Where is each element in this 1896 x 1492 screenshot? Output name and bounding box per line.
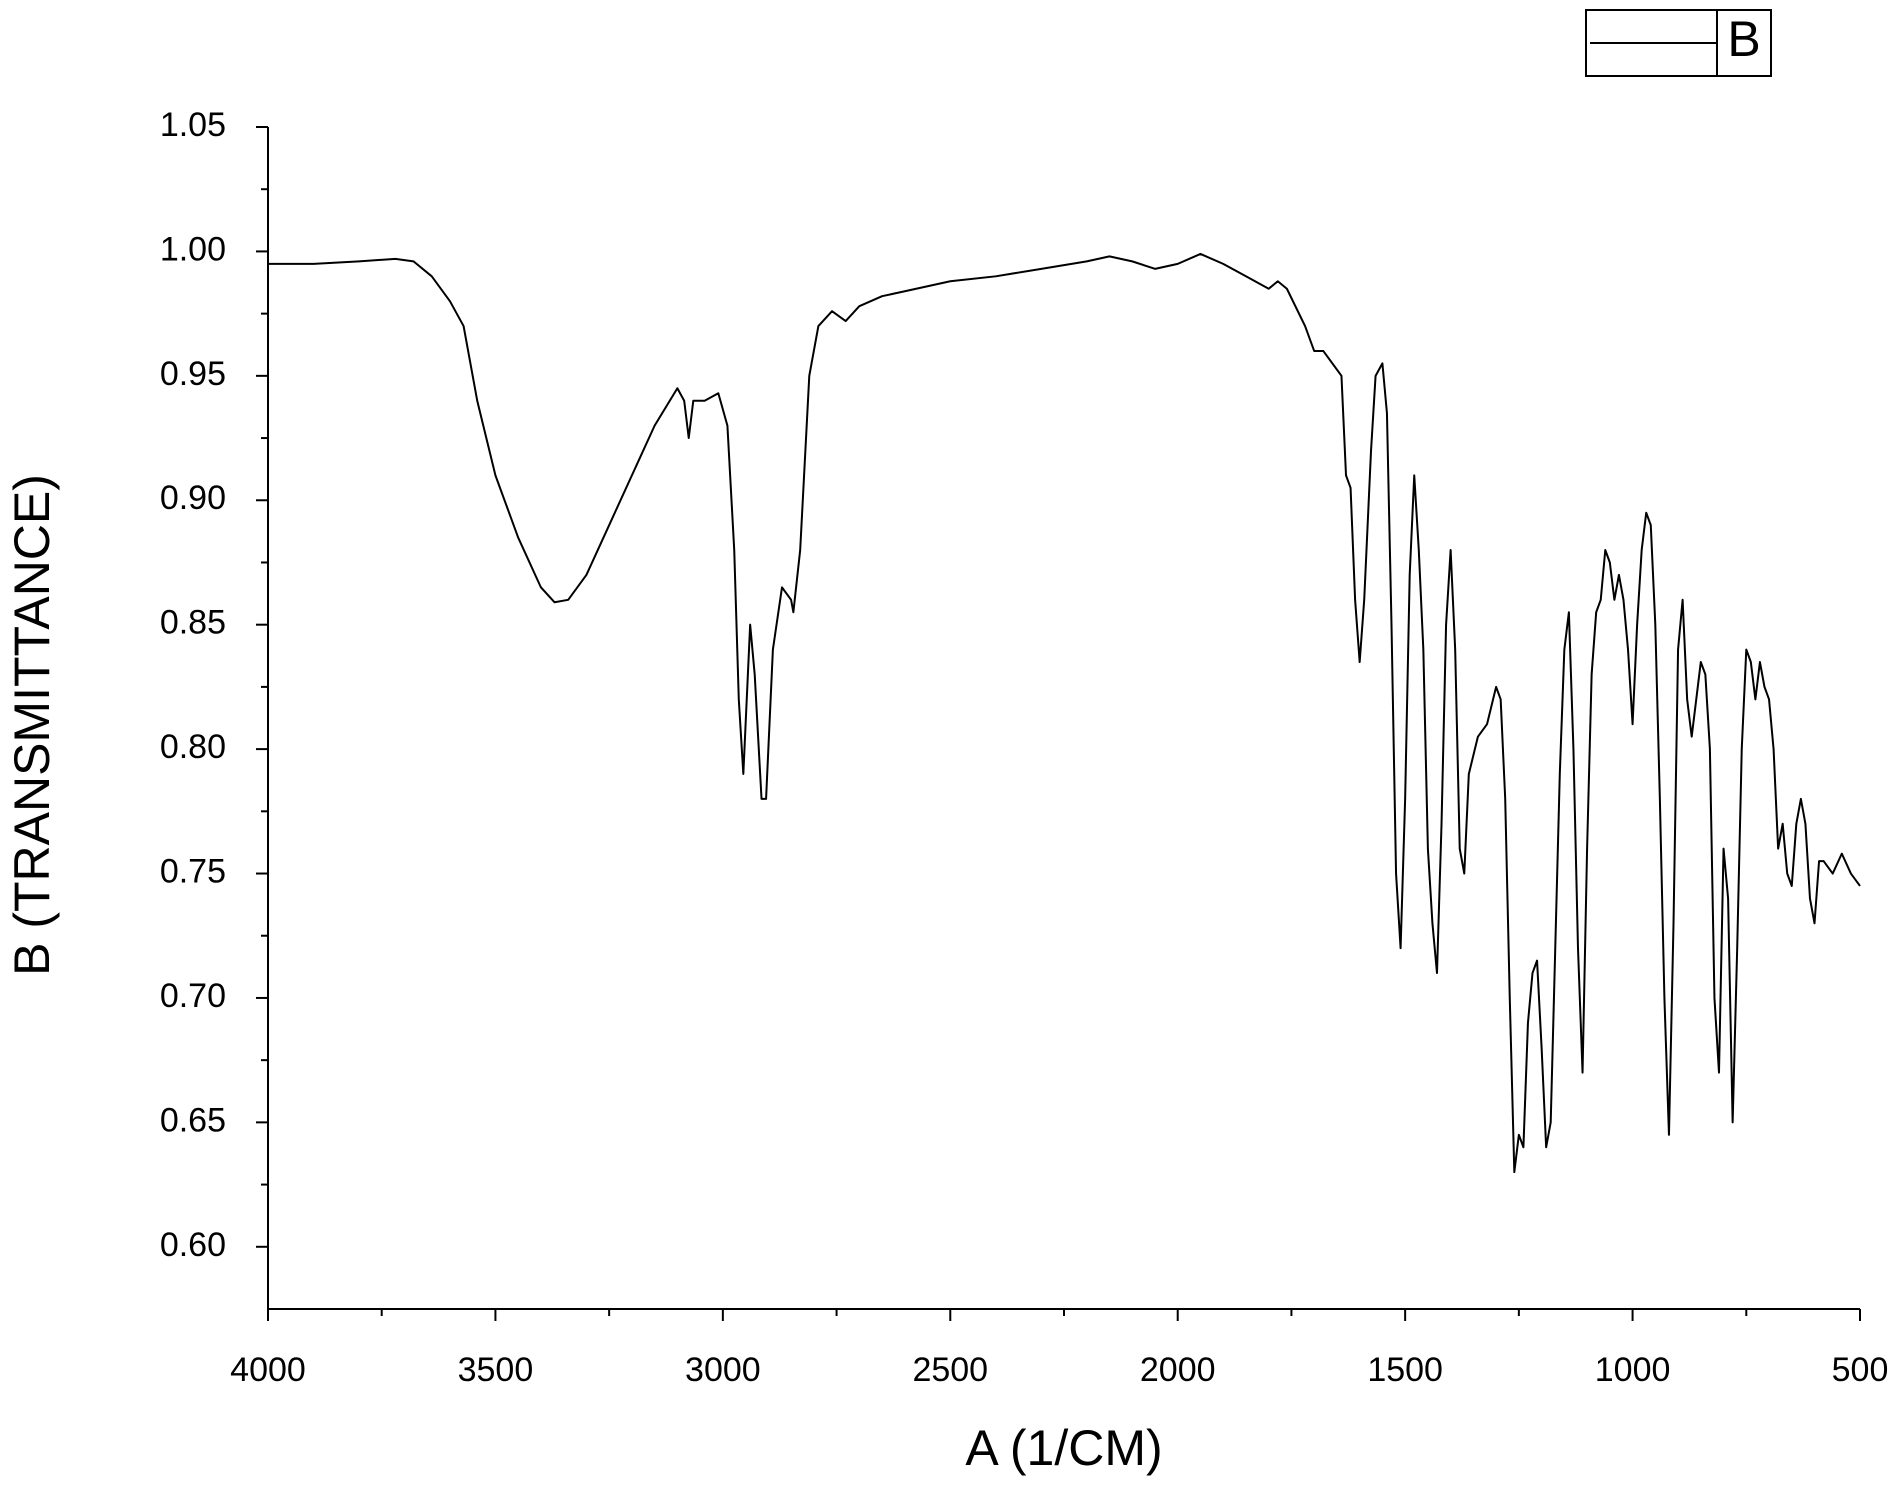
legend-label: B [1727, 11, 1760, 67]
y-tick-label: 0.85 [160, 604, 226, 642]
x-tick-label: 2000 [1140, 1351, 1216, 1389]
x-tick-label: 4000 [230, 1351, 306, 1389]
y-tick-label: 0.65 [160, 1101, 226, 1139]
y-tick-label: 0.60 [160, 1226, 226, 1264]
y-tick-label: 0.95 [160, 355, 226, 393]
x-tick-label: 3500 [458, 1351, 534, 1389]
x-tick-label: 1000 [1595, 1351, 1671, 1389]
y-axis-title: B (TRANSMITTANCE) [4, 474, 60, 976]
x-tick-label: 2500 [912, 1351, 988, 1389]
y-tick-label: 1.05 [160, 106, 226, 144]
y-tick-label: 0.90 [160, 479, 226, 517]
y-tick-label: 0.70 [160, 977, 226, 1015]
y-tick-label: 1.00 [160, 230, 226, 268]
x-tick-label: 500 [1832, 1351, 1889, 1389]
spectrum-line [268, 252, 1861, 1174]
x-tick-label: 3000 [685, 1351, 761, 1389]
y-tick-label: 0.75 [160, 853, 226, 891]
x-axis-title: A (1/CM) [965, 1420, 1162, 1476]
y-tick-label: 0.80 [160, 728, 226, 766]
x-tick-label: 1500 [1367, 1351, 1443, 1389]
